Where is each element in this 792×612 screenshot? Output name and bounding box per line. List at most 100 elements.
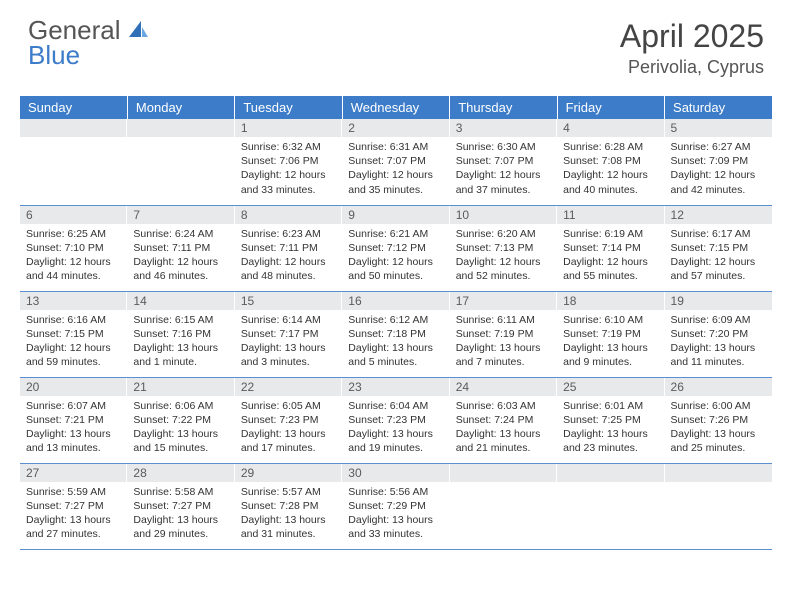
page-header: General Blue April 2025 Perivolia, Cypru… (0, 0, 792, 86)
sunrise-text: Sunrise: 6:05 AM (241, 399, 336, 413)
sunrise-text: Sunrise: 6:06 AM (133, 399, 228, 413)
daylight-text: Daylight: 13 hours and 25 minutes. (671, 427, 766, 455)
day-details: Sunrise: 5:56 AMSunset: 7:29 PMDaylight:… (342, 482, 449, 545)
day-details: Sunrise: 6:00 AMSunset: 7:26 PMDaylight:… (665, 396, 772, 459)
calendar-week-row: 27Sunrise: 5:59 AMSunset: 7:27 PMDayligh… (20, 463, 772, 549)
day-details: Sunrise: 6:30 AMSunset: 7:07 PMDaylight:… (450, 137, 557, 200)
day-details: Sunrise: 6:10 AMSunset: 7:19 PMDaylight:… (557, 310, 664, 373)
day-header: Wednesday (342, 96, 449, 119)
calendar-week-row: 6Sunrise: 6:25 AMSunset: 7:10 PMDaylight… (20, 205, 772, 291)
day-number: 9 (342, 206, 449, 224)
day-details (557, 482, 664, 488)
calendar-cell: 11Sunrise: 6:19 AMSunset: 7:14 PMDayligh… (557, 205, 664, 291)
title-block: April 2025 Perivolia, Cyprus (620, 18, 764, 78)
day-number: 1 (235, 119, 342, 137)
calendar-cell: 22Sunrise: 6:05 AMSunset: 7:23 PMDayligh… (235, 377, 342, 463)
day-number: 30 (342, 464, 449, 482)
day-number: 19 (665, 292, 772, 310)
calendar-cell: 19Sunrise: 6:09 AMSunset: 7:20 PMDayligh… (665, 291, 772, 377)
daylight-text: Daylight: 13 hours and 3 minutes. (241, 341, 336, 369)
day-details: Sunrise: 6:27 AMSunset: 7:09 PMDaylight:… (665, 137, 772, 200)
calendar-cell (127, 119, 234, 205)
sunset-text: Sunset: 7:29 PM (348, 499, 443, 513)
brand-sail-icon (127, 19, 149, 42)
calendar-cell: 6Sunrise: 6:25 AMSunset: 7:10 PMDaylight… (20, 205, 127, 291)
day-number: 11 (557, 206, 664, 224)
day-header: Saturday (665, 96, 772, 119)
sunrise-text: Sunrise: 6:12 AM (348, 313, 443, 327)
day-header: Sunday (20, 96, 127, 119)
calendar-cell: 13Sunrise: 6:16 AMSunset: 7:15 PMDayligh… (20, 291, 127, 377)
day-details: Sunrise: 6:16 AMSunset: 7:15 PMDaylight:… (20, 310, 127, 373)
day-number: 2 (342, 119, 449, 137)
sunset-text: Sunset: 7:18 PM (348, 327, 443, 341)
daylight-text: Daylight: 13 hours and 19 minutes. (348, 427, 443, 455)
sunset-text: Sunset: 7:12 PM (348, 241, 443, 255)
calendar-cell: 15Sunrise: 6:14 AMSunset: 7:17 PMDayligh… (235, 291, 342, 377)
sunrise-text: Sunrise: 6:24 AM (133, 227, 228, 241)
calendar-table: Sunday Monday Tuesday Wednesday Thursday… (20, 96, 772, 550)
day-number: 25 (557, 378, 664, 396)
sunset-text: Sunset: 7:11 PM (241, 241, 336, 255)
calendar-week-row: 1Sunrise: 6:32 AMSunset: 7:06 PMDaylight… (20, 119, 772, 205)
calendar-cell: 12Sunrise: 6:17 AMSunset: 7:15 PMDayligh… (665, 205, 772, 291)
sunrise-text: Sunrise: 6:00 AM (671, 399, 766, 413)
daylight-text: Daylight: 13 hours and 7 minutes. (456, 341, 551, 369)
day-details: Sunrise: 6:14 AMSunset: 7:17 PMDaylight:… (235, 310, 342, 373)
sunrise-text: Sunrise: 6:14 AM (241, 313, 336, 327)
calendar-cell: 27Sunrise: 5:59 AMSunset: 7:27 PMDayligh… (20, 463, 127, 549)
day-details: Sunrise: 6:03 AMSunset: 7:24 PMDaylight:… (450, 396, 557, 459)
day-details: Sunrise: 6:11 AMSunset: 7:19 PMDaylight:… (450, 310, 557, 373)
calendar-week-row: 13Sunrise: 6:16 AMSunset: 7:15 PMDayligh… (20, 291, 772, 377)
sunrise-text: Sunrise: 5:58 AM (133, 485, 228, 499)
daylight-text: Daylight: 13 hours and 21 minutes. (456, 427, 551, 455)
calendar-cell: 20Sunrise: 6:07 AMSunset: 7:21 PMDayligh… (20, 377, 127, 463)
day-number (665, 464, 772, 482)
calendar-cell (20, 119, 127, 205)
sunrise-text: Sunrise: 5:56 AM (348, 485, 443, 499)
sunrise-text: Sunrise: 6:23 AM (241, 227, 336, 241)
calendar-cell (665, 463, 772, 549)
calendar-cell: 24Sunrise: 6:03 AMSunset: 7:24 PMDayligh… (450, 377, 557, 463)
day-details: Sunrise: 6:09 AMSunset: 7:20 PMDaylight:… (665, 310, 772, 373)
daylight-text: Daylight: 12 hours and 59 minutes. (26, 341, 121, 369)
sunset-text: Sunset: 7:25 PM (563, 413, 658, 427)
calendar-cell: 18Sunrise: 6:10 AMSunset: 7:19 PMDayligh… (557, 291, 664, 377)
day-details: Sunrise: 5:58 AMSunset: 7:27 PMDaylight:… (127, 482, 234, 545)
daylight-text: Daylight: 13 hours and 27 minutes. (26, 513, 121, 541)
day-number: 26 (665, 378, 772, 396)
day-number: 23 (342, 378, 449, 396)
calendar-cell: 29Sunrise: 5:57 AMSunset: 7:28 PMDayligh… (235, 463, 342, 549)
calendar-cell (450, 463, 557, 549)
day-number: 20 (20, 378, 127, 396)
location-label: Perivolia, Cyprus (620, 57, 764, 78)
sunrise-text: Sunrise: 6:27 AM (671, 140, 766, 154)
sunset-text: Sunset: 7:27 PM (26, 499, 121, 513)
sunrise-text: Sunrise: 6:25 AM (26, 227, 121, 241)
daylight-text: Daylight: 13 hours and 23 minutes. (563, 427, 658, 455)
day-number: 16 (342, 292, 449, 310)
sunset-text: Sunset: 7:27 PM (133, 499, 228, 513)
sunrise-text: Sunrise: 6:19 AM (563, 227, 658, 241)
sunrise-text: Sunrise: 6:03 AM (456, 399, 551, 413)
sunrise-text: Sunrise: 6:16 AM (26, 313, 121, 327)
daylight-text: Daylight: 13 hours and 1 minute. (133, 341, 228, 369)
day-number: 8 (235, 206, 342, 224)
daylight-text: Daylight: 12 hours and 37 minutes. (456, 168, 551, 196)
day-number: 28 (127, 464, 234, 482)
sunset-text: Sunset: 7:19 PM (456, 327, 551, 341)
day-number: 24 (450, 378, 557, 396)
day-number: 29 (235, 464, 342, 482)
day-number: 18 (557, 292, 664, 310)
day-details (665, 482, 772, 488)
day-number: 27 (20, 464, 127, 482)
sunset-text: Sunset: 7:08 PM (563, 154, 658, 168)
day-details: Sunrise: 6:23 AMSunset: 7:11 PMDaylight:… (235, 224, 342, 287)
sunset-text: Sunset: 7:09 PM (671, 154, 766, 168)
calendar-header-row: Sunday Monday Tuesday Wednesday Thursday… (20, 96, 772, 119)
day-details: Sunrise: 5:57 AMSunset: 7:28 PMDaylight:… (235, 482, 342, 545)
sunset-text: Sunset: 7:28 PM (241, 499, 336, 513)
sunrise-text: Sunrise: 6:15 AM (133, 313, 228, 327)
day-number: 3 (450, 119, 557, 137)
sunset-text: Sunset: 7:16 PM (133, 327, 228, 341)
